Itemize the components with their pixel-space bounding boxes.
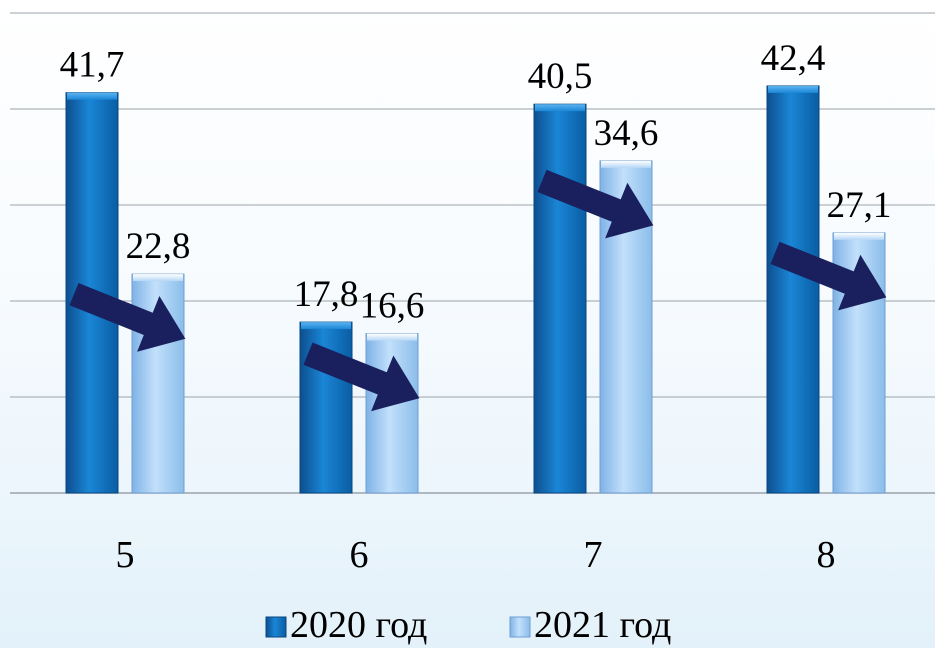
data-label-2020-cat-8: 42,4 <box>761 38 826 79</box>
data-label-2020-cat-7: 40,5 <box>528 56 593 97</box>
bar-top-bevel <box>67 92 117 100</box>
data-label-2021-cat-6: 16,6 <box>360 286 425 327</box>
bar-top-bevel <box>133 274 183 282</box>
trend-arrow-icon <box>303 342 420 412</box>
data-label-2021-cat-8: 27,1 <box>827 185 892 226</box>
x-tick-label-8: 8 <box>817 534 836 576</box>
x-tick-label-5: 5 <box>116 534 135 576</box>
bar-top-bevel <box>301 322 351 330</box>
bar-2021-cat-6 <box>365 333 419 494</box>
trend-arrow-icon <box>537 169 654 239</box>
x-tick-label-6: 6 <box>350 534 369 576</box>
x-tick-label-7: 7 <box>584 534 603 576</box>
bar-top-bevel <box>834 232 884 240</box>
legend-swatch-2021 <box>509 616 531 638</box>
legend-swatch-2020 <box>265 616 287 638</box>
bar-top-bevel <box>367 333 417 341</box>
trend-arrow-icon <box>770 241 887 311</box>
data-label-2021-cat-5: 22,8 <box>126 226 191 267</box>
x-axis-tick-labels: 5 6 7 8 <box>116 534 836 576</box>
legend: 2020 год 2021 год <box>265 604 671 646</box>
bar-2020-cat-6 <box>299 321 353 494</box>
bar-top-bevel <box>535 104 585 112</box>
data-labels: 41,7 22,8 17,8 16,6 40,534,6 42,4 27,1 <box>60 38 892 327</box>
trend-arrow-icon <box>69 283 186 352</box>
legend-label-2021: 2021 год <box>534 604 671 646</box>
data-label-2020-cat-6: 17,8 <box>294 274 359 315</box>
bar-top-bevel <box>601 160 651 168</box>
bar-top-bevel <box>768 85 818 93</box>
bars <box>65 85 886 494</box>
trend-arrows <box>69 169 887 412</box>
legend-label-2020: 2020 год <box>290 604 427 646</box>
data-label-2020-cat-5: 41,7 <box>60 45 125 86</box>
bar-2020-cat-8 <box>766 85 820 494</box>
data-label-2021-cat-7: 34,6 <box>594 113 659 154</box>
bar-2020-cat-7 <box>533 103 587 494</box>
